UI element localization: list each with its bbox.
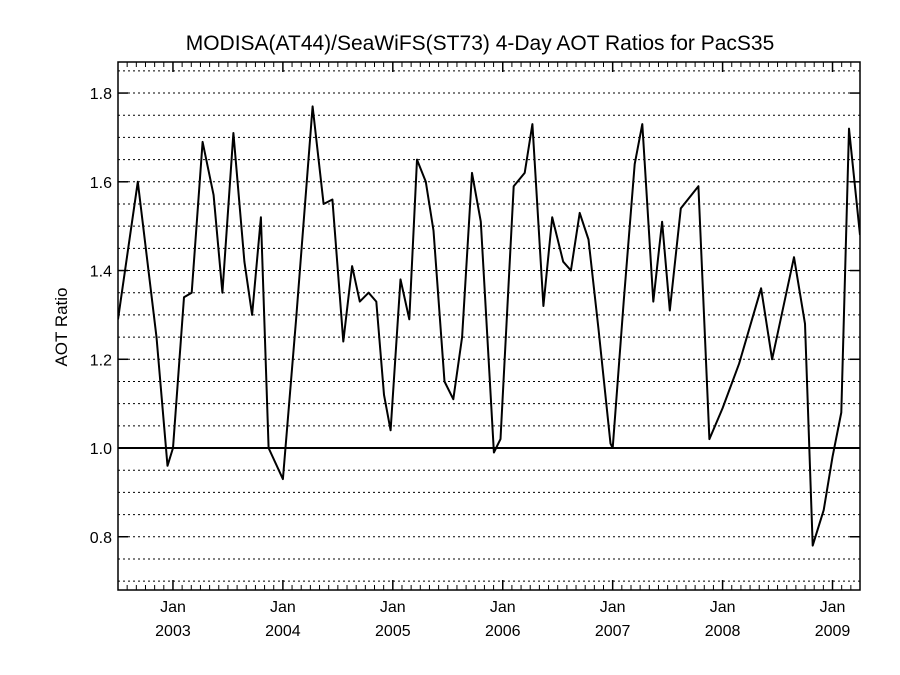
y-axis-label: AOT Ratio (52, 287, 71, 366)
x-tick-month-label: Jan (600, 599, 626, 616)
x-tick-year-label: 2005 (375, 623, 411, 640)
x-tick-month-label: Jan (380, 599, 406, 616)
x-tick-month-label: Jan (270, 599, 296, 616)
x-tick-month-label: Jan (490, 599, 516, 616)
x-tick-month-label: Jan (160, 599, 186, 616)
x-tick-year-label: 2008 (705, 623, 741, 640)
plot-frame (117, 61, 861, 591)
y-tick-label: 1.6 (90, 175, 112, 192)
x-axis: Jan 2003 Jan 2004 Jan 2005 Jan 2006 Jan 2007 Jan 20… (117, 62, 861, 640)
y-tick-label: 1.4 (90, 264, 112, 281)
gridlines (118, 70, 860, 582)
x-tick-month-label: Jan (710, 599, 736, 616)
y-tick-label: 1.0 (90, 441, 112, 458)
plot-border (117, 61, 861, 591)
x-tick-year-label: 2004 (265, 623, 301, 640)
x-tick-year-label: 2006 (485, 623, 521, 640)
x-tick-year-label: 2003 (155, 623, 191, 640)
y-axis: 0.8 1.0 1.2 1.4 1.6 1.8 (90, 86, 860, 547)
x-tick-month-label: Jan (820, 599, 846, 616)
x-tick-year-label: 2007 (595, 623, 631, 640)
y-tick-label: 1.8 (90, 86, 112, 103)
y-tick-label: 0.8 (90, 530, 112, 547)
series-line (118, 105, 860, 547)
x-tick-year-label: 2009 (815, 623, 851, 640)
chart-title: MODISA(AT44)/SeaWiFS(ST73) 4-Day AOT Rat… (186, 32, 775, 55)
y-tick-label: 1.2 (90, 352, 112, 369)
data-series (118, 105, 860, 547)
